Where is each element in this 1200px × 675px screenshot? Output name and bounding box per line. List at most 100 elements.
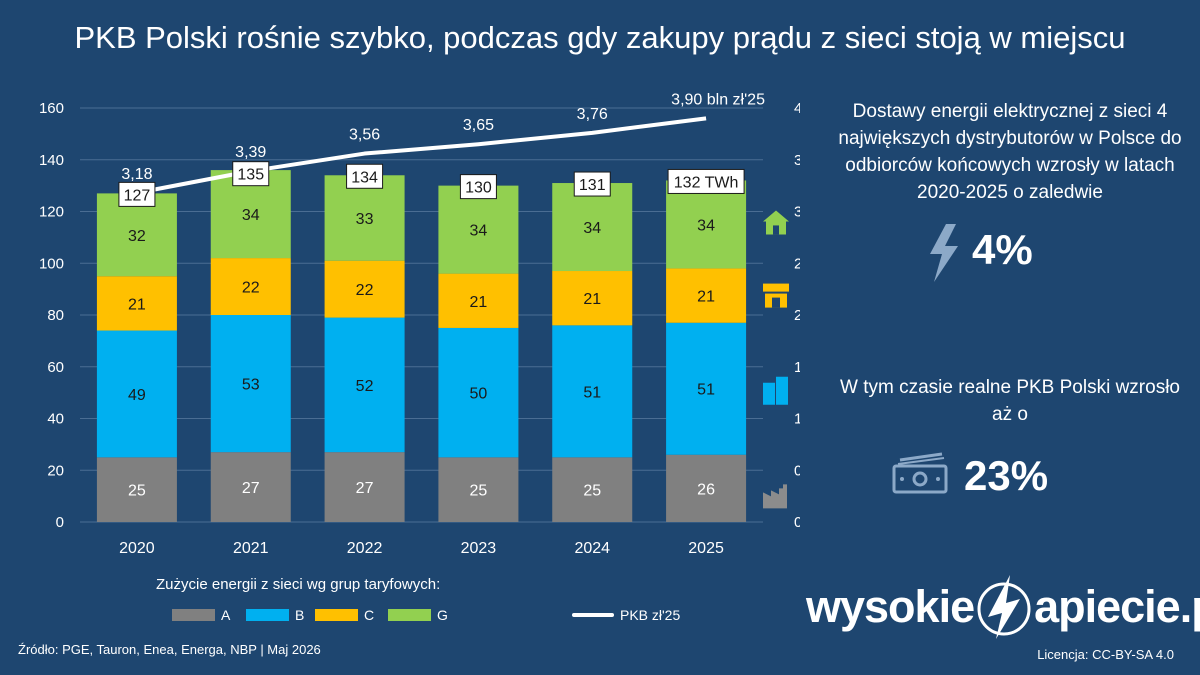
total-label-text: 127 (124, 187, 151, 204)
y-axis-left: 0 20 40 60 80 100 120 140 160 (39, 100, 64, 531)
gdp-data-label: 3,90 bln zł'25 (671, 91, 765, 108)
grid-lines (80, 107, 763, 523)
shop-icon (763, 283, 789, 308)
shop-icon-awning (763, 283, 789, 292)
y-left-tick-label: 0 (56, 514, 64, 531)
bar-segment-g (96, 193, 177, 277)
total-label-text: 132 TWh (674, 174, 739, 191)
bar-segment-g (666, 180, 747, 269)
source-note: Źródło: PGE, Tauron, Enea, Energa, NBP |… (18, 642, 321, 657)
bar-segment-label: 27 (356, 480, 374, 497)
bar-segment-label: 22 (356, 282, 374, 299)
y-left-tick-label: 60 (47, 359, 64, 376)
bar-segment-label: 22 (242, 280, 260, 297)
y-left-tick-label: 20 (47, 462, 64, 479)
gdp-data-label: 3,18 (121, 166, 152, 183)
total-label: 130 (459, 174, 497, 200)
stacked-bar-chart: 0 20 40 60 80 100 120 140 160 0,0 0,5 1,0 1,5 2,0 2,5… (39, 91, 800, 557)
house-icon (763, 210, 789, 235)
total-label-text: 134 (351, 169, 378, 186)
legend-label-a: A (221, 607, 231, 623)
bar-segment-c (438, 273, 519, 328)
bar-segment-label: 34 (470, 223, 488, 240)
y-right-tick-label: 4,0 (794, 100, 800, 117)
legend-swatch-c (315, 609, 358, 621)
bar-segment-a (324, 452, 405, 522)
bar-segment-label: 21 (697, 289, 715, 306)
bar-segment-label: 34 (242, 207, 260, 224)
y-right-tick-label: 2,0 (794, 307, 800, 324)
factory-icon (763, 484, 787, 509)
chart-title: PKB Polski rośnie szybko, podczas gdy za… (74, 20, 1126, 55)
y-right-tick-label: 0,5 (794, 462, 800, 479)
total-label: 127 (118, 181, 156, 207)
total-label: 131 (573, 171, 611, 197)
gdp-data-label: 3,65 (463, 117, 494, 134)
bar-segment-c (210, 258, 291, 315)
total-label-box (573, 171, 611, 197)
total-label-text: 130 (465, 180, 492, 197)
legend-swatch-b (246, 609, 289, 621)
x-tick-label: 2025 (688, 540, 724, 557)
lightning-icon (930, 224, 958, 282)
x-tick-label: 2023 (461, 540, 497, 557)
gdp-line-path (136, 116, 707, 195)
license-note: Licencja: CC-BY-SA 4.0 (1037, 647, 1174, 662)
total-label-text: 131 (579, 177, 606, 194)
bar-segment-label: 21 (128, 296, 146, 313)
bar-segment-label: 25 (470, 483, 488, 500)
office-building-icon-right (776, 376, 788, 405)
y-left-tick-label: 160 (39, 100, 64, 117)
shop-icon-door (772, 297, 780, 308)
y-right-tick-label: 1,5 (794, 359, 800, 376)
y-left-tick-label: 140 (39, 152, 64, 169)
bar-segment-label: 21 (583, 291, 601, 308)
energy-description: Dostawy energii elektrycznej z sieci 4 n… (838, 101, 1182, 203)
total-label: 135 (232, 161, 270, 187)
house-icon-door (773, 225, 779, 235)
y-left-tick-label: 120 (39, 204, 64, 221)
bar-segment-label: 51 (583, 384, 601, 401)
bar-segment-label: 52 (356, 378, 374, 395)
logo-text-left: wysokie (806, 581, 975, 632)
gdp-description: W tym czasie realne PKB Polski wzrosło a… (840, 377, 1180, 425)
site-logo: wysokie apiecie.pl (806, 572, 1200, 642)
bar-segment-a (552, 457, 633, 522)
bar-segment-c (324, 260, 405, 318)
bar-segment-label: 51 (697, 382, 715, 399)
legend-label-b: B (295, 607, 305, 623)
total-label-box (118, 181, 156, 207)
y-left-tick-label: 40 (47, 411, 64, 428)
legend-item-c: C (315, 605, 374, 625)
house-icon-shape (763, 210, 789, 235)
energy-growth-value: 4% (972, 226, 1033, 273)
bar-segment-g (324, 175, 405, 261)
bar-segment-a (96, 457, 177, 522)
bar-segment-label: 49 (128, 387, 146, 404)
legend-swatch-g (388, 609, 431, 621)
bar-segment-label: 26 (697, 481, 715, 498)
y-right-tick-label: 1,0 (794, 411, 800, 428)
total-label-box (232, 161, 270, 187)
legend-swatch-a (172, 609, 215, 621)
total-label-box (667, 168, 745, 194)
bar-segment-a (210, 452, 291, 522)
x-tick-label: 2021 (233, 540, 269, 557)
bar-segment-label: 50 (470, 386, 488, 403)
total-label: 134 (346, 163, 384, 189)
total-label-text: 135 (237, 167, 264, 184)
bar-segment-a (666, 454, 747, 522)
x-tick-label: 2020 (119, 540, 155, 557)
gdp-data-label: 3,56 (349, 127, 380, 144)
total-label-box (346, 163, 384, 189)
bar-segment-b (96, 330, 177, 458)
gdp-growth-value: 23% (964, 452, 1049, 499)
office-building-icon (763, 376, 788, 405)
legend-item-b: B (246, 605, 304, 625)
legend-item-a: A (172, 605, 230, 625)
y-axis-right: 0,0 0,5 1,0 1,5 2,0 2,5 3,0 3,5 4,0 (794, 100, 800, 531)
legend-label-gdp: PKB zł'25 (620, 607, 681, 623)
bar-segment-label: 27 (242, 480, 260, 497)
y-right-tick-label: 3,0 (794, 204, 800, 221)
bar-segment-b (324, 317, 405, 453)
